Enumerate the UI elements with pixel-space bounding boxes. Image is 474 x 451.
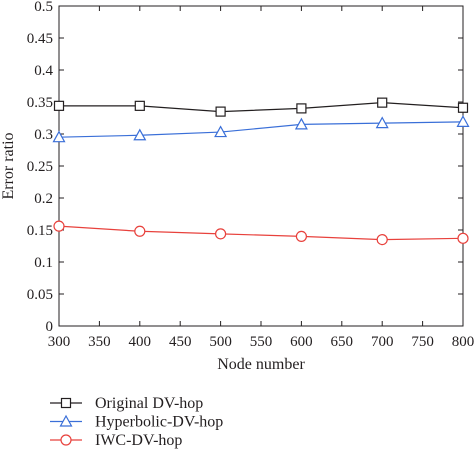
x-tick-label: 800 — [452, 334, 474, 350]
legend-marker — [59, 414, 73, 427]
legend-marker — [60, 397, 72, 409]
y-tick-label: 0.25 — [27, 159, 53, 175]
y-tick-label: 0.15 — [27, 223, 53, 239]
data-point — [457, 232, 469, 244]
data-point — [375, 116, 389, 129]
legend-label: IWC-DV-hop — [95, 432, 182, 449]
x-tick-label: 350 — [88, 334, 111, 350]
legend-item: IWC-DV-hop — [50, 432, 182, 449]
x-tick-label: 650 — [331, 334, 354, 350]
x-tick-label: 600 — [290, 334, 313, 350]
data-point — [295, 230, 307, 242]
data-point — [377, 97, 388, 108]
data-point — [214, 125, 228, 138]
plot-frame — [58, 5, 464, 327]
data-point — [215, 228, 227, 240]
data-point — [215, 106, 226, 117]
y-tick-label: 0.3 — [34, 127, 53, 143]
data-point — [133, 128, 147, 141]
data-point — [134, 225, 146, 237]
x-axis-ticks: 300 350 400 450 500 550 600 650 700 750 800 — [48, 6, 474, 350]
series-3 — [53, 220, 469, 246]
x-tick-label: 700 — [371, 334, 394, 350]
y-axis-label: Error ratio — [0, 132, 17, 199]
legend-label: Hyperbolic-DV-hop — [95, 414, 223, 431]
x-tick-label: 550 — [250, 334, 273, 350]
series-2 — [52, 115, 470, 143]
data-point — [134, 100, 145, 111]
data-point — [52, 130, 66, 143]
series-line — [58, 225, 464, 241]
y-tick-label: 0.5 — [34, 0, 53, 15]
x-tick-label: 450 — [169, 334, 192, 350]
series-layer — [52, 97, 470, 246]
x-tick-label: 500 — [209, 334, 232, 350]
x-axis-label: Node number — [217, 356, 305, 373]
series-line — [59, 102, 464, 113]
x-tick-label: 300 — [48, 334, 71, 350]
y-tick-label: 0.35 — [27, 95, 53, 111]
y-tick-label: 0.4 — [34, 63, 53, 79]
data-point — [456, 115, 470, 127]
y-tick-label: 0.45 — [27, 31, 53, 47]
y-tick-label: 0 — [46, 319, 54, 335]
series-line — [58, 121, 464, 138]
legend-item: Hyperbolic-DV-hop — [50, 414, 223, 431]
data-point — [53, 100, 65, 111]
series-1 — [53, 97, 469, 117]
x-tick-label: 750 — [411, 334, 434, 350]
y-tick-label: 0.1 — [34, 255, 53, 271]
y-axis-ticks: 0 0.05 0.1 0.15 0.2 0.25 0.3 0.35 0.4 0.45 0.5 — [27, 0, 463, 335]
data-point — [457, 102, 469, 113]
legend-marker — [60, 434, 72, 446]
legend-label: Original DV-hop — [95, 395, 203, 412]
data-point — [296, 103, 307, 114]
data-point — [53, 220, 65, 232]
data-point — [376, 234, 388, 246]
legend-item: Original DV-hop — [50, 395, 203, 412]
x-tick-label: 400 — [129, 334, 152, 350]
y-tick-label: 0.2 — [34, 191, 53, 207]
legend: Original DV-hop Hyperbolic-DV-hopIWC-DV-h… — [50, 395, 223, 449]
data-point — [294, 117, 308, 130]
y-tick-label: 0.05 — [27, 287, 53, 303]
